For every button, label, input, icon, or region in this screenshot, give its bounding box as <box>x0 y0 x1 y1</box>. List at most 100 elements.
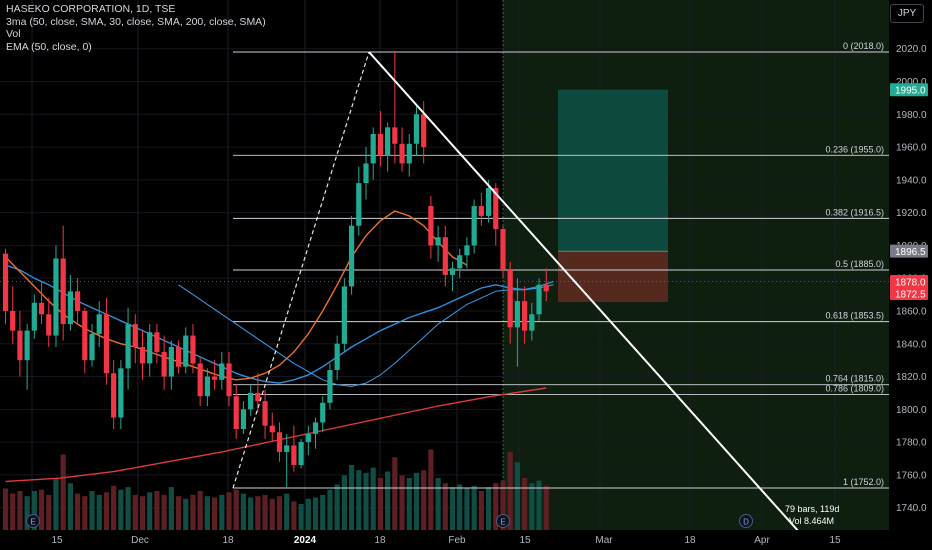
candle-body[interactable] <box>211 376 218 380</box>
candle-body[interactable] <box>183 335 189 367</box>
candle-body[interactable] <box>132 324 138 348</box>
candle-body[interactable] <box>46 314 52 336</box>
candle-body[interactable] <box>10 310 16 331</box>
candle-body[interactable] <box>67 291 73 325</box>
candle-body[interactable] <box>421 114 427 148</box>
price-tick-label: 1940.0 <box>896 175 927 186</box>
candle-body[interactable] <box>377 133 384 156</box>
volume-bar <box>175 496 182 530</box>
target-zone[interactable] <box>558 89 668 252</box>
candle-body[interactable] <box>334 343 340 370</box>
candle-body[interactable] <box>248 392 254 410</box>
candle-body[interactable] <box>17 330 23 361</box>
candle-body[interactable] <box>457 255 463 269</box>
candle-body[interactable] <box>111 373 117 418</box>
candle-body[interactable] <box>38 302 45 315</box>
candle-body[interactable] <box>471 206 477 246</box>
candle-body[interactable] <box>53 258 59 336</box>
candle-body[interactable] <box>197 363 203 397</box>
volume-bar <box>276 496 283 530</box>
candle-body[interactable] <box>89 333 95 361</box>
trend-line[interactable] <box>368 51 801 534</box>
candle-body[interactable] <box>305 433 311 443</box>
candle-body[interactable] <box>82 310 88 361</box>
candle-body[interactable] <box>507 270 513 328</box>
candle-body[interactable] <box>348 225 355 287</box>
candle-body[interactable] <box>24 330 30 361</box>
candle-body[interactable] <box>442 237 448 275</box>
candle-body[interactable] <box>96 314 102 334</box>
candle-body[interactable] <box>485 188 492 216</box>
candle-body[interactable] <box>312 422 319 434</box>
candle-body[interactable] <box>190 335 196 364</box>
candle-body[interactable] <box>500 229 506 270</box>
candle-body[interactable] <box>276 432 283 452</box>
candle-body[interactable] <box>363 163 369 184</box>
candle-body[interactable] <box>356 183 362 226</box>
indicator-3ma: 3ma (50, close, SMA, 30, close, SMA, 200… <box>6 15 266 28</box>
candle-body[interactable] <box>341 286 347 344</box>
candle-body[interactable] <box>204 376 210 397</box>
candle-body[interactable] <box>478 206 484 216</box>
event-marker-icon[interactable] <box>496 514 510 528</box>
candle-body[interactable] <box>75 291 81 311</box>
candle-body[interactable] <box>449 268 456 275</box>
candle-body[interactable] <box>161 351 167 377</box>
time-tick-label: 18 <box>374 535 386 546</box>
candle-body[interactable] <box>118 368 124 418</box>
stop-zone[interactable] <box>558 251 668 302</box>
volume-bar <box>370 467 376 530</box>
candle-body[interactable] <box>428 206 434 246</box>
candle-body[interactable] <box>385 127 391 156</box>
event-marker-icon[interactable] <box>26 514 40 528</box>
candle-body[interactable] <box>435 237 441 246</box>
time-tick-label: Mar <box>595 535 613 546</box>
candle-body[interactable] <box>125 324 131 369</box>
candle-body[interactable] <box>255 392 261 402</box>
candle-body[interactable] <box>262 401 268 426</box>
candle-body[interactable] <box>298 442 304 466</box>
candle-body[interactable] <box>522 301 528 331</box>
candle-body[interactable] <box>168 347 174 377</box>
candle-body[interactable] <box>413 114 420 144</box>
time-axis[interactable] <box>0 530 932 550</box>
event-marker-label: E <box>500 518 505 527</box>
candle-body[interactable] <box>536 284 542 315</box>
candle-body[interactable] <box>103 314 110 374</box>
candle-body[interactable] <box>291 445 297 466</box>
candle-body[interactable] <box>219 363 225 380</box>
candle-body[interactable] <box>464 245 470 256</box>
candle-body[interactable] <box>233 396 239 429</box>
candle-body[interactable] <box>399 143 405 164</box>
candle-body[interactable] <box>60 258 66 325</box>
volume-bar <box>46 494 52 530</box>
candle-body[interactable] <box>175 347 182 367</box>
candle-body[interactable] <box>370 133 376 164</box>
candle-body[interactable] <box>154 332 160 352</box>
candle-body[interactable] <box>147 332 153 364</box>
volume-bar <box>38 489 45 530</box>
candle-body[interactable] <box>240 409 247 429</box>
candle-body[interactable] <box>320 402 326 423</box>
candle-body[interactable] <box>529 314 535 331</box>
time-tick-label: 18 <box>222 535 234 546</box>
candle-body[interactable] <box>2 253 9 311</box>
candle-body[interactable] <box>31 302 37 331</box>
candle-body[interactable] <box>543 284 549 292</box>
candle-body[interactable] <box>226 363 232 397</box>
price-tag-label: 1896.5 <box>895 247 926 258</box>
candle-body[interactable] <box>327 369 333 403</box>
candle-body[interactable] <box>406 143 412 164</box>
candle-body[interactable] <box>139 347 146 364</box>
event-marker-icon[interactable] <box>739 514 753 528</box>
candle-body[interactable] <box>392 127 398 144</box>
price-tick-label: 1820.0 <box>896 372 927 383</box>
candle-body[interactable] <box>493 188 499 230</box>
currency-button[interactable]: JPY <box>890 4 924 23</box>
candle-body[interactable] <box>284 445 290 452</box>
candle-body[interactable] <box>514 301 521 328</box>
candle-body[interactable] <box>269 425 275 433</box>
volume-bar <box>24 496 30 530</box>
measure-volume-label: Vol 8.464M <box>789 516 834 526</box>
